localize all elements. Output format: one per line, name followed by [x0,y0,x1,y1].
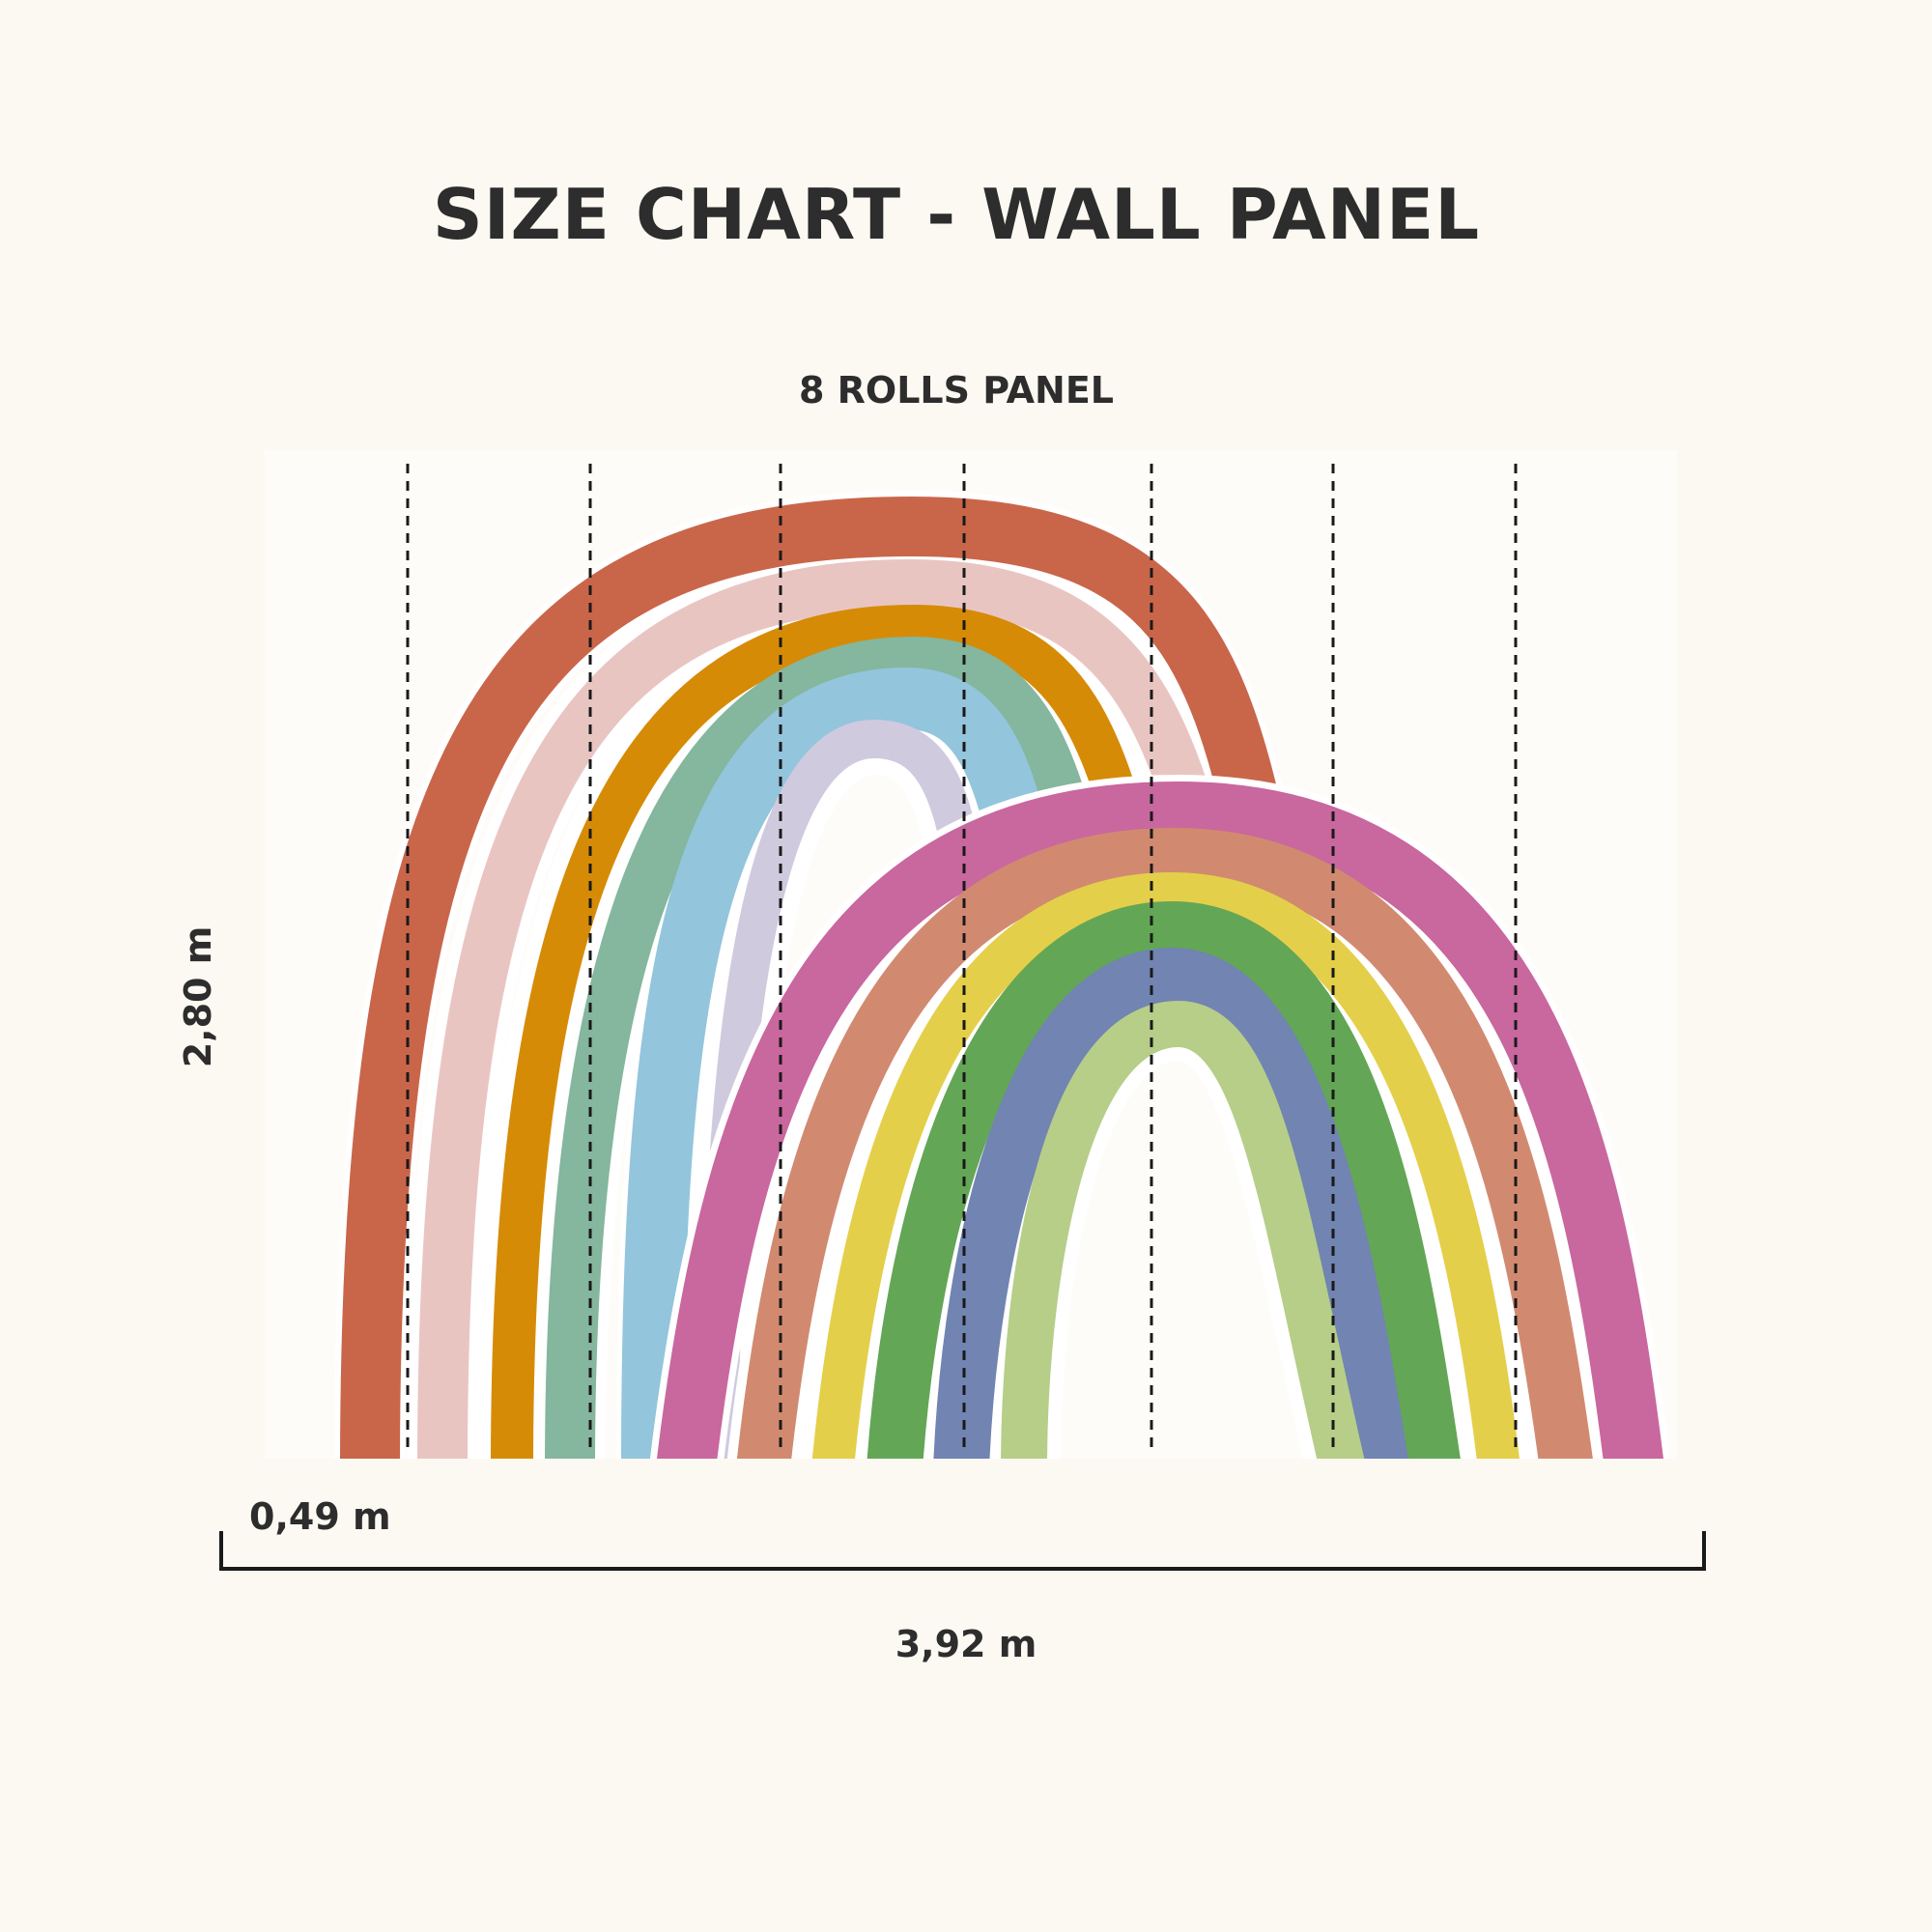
back-band-4 [545,637,1126,1459]
front-band-1 [657,781,1663,1459]
front-band-3 [811,872,1520,1459]
back-band-3 [491,605,1180,1459]
panel-label: 8 ROLLS PANEL [798,369,1114,412]
back-band-1 [340,497,1315,1459]
back-band-2 [417,559,1252,1459]
front-band-4 [867,901,1461,1459]
width-dimension-bracket [219,1531,1706,1571]
front-band-5 [933,948,1408,1459]
total-width-label: 3,92 m [895,1623,1037,1665]
roll-dividers [406,464,1518,1454]
front-rainbow [649,775,1671,1459]
front-band-6 [1001,1001,1365,1459]
page-title: SIZE CHART - WALL PANEL [432,174,1481,255]
height-label: 2,80 m [177,925,219,1068]
roll-width-label: 0,49 m [249,1495,391,1538]
front-band-2 [736,828,1593,1459]
